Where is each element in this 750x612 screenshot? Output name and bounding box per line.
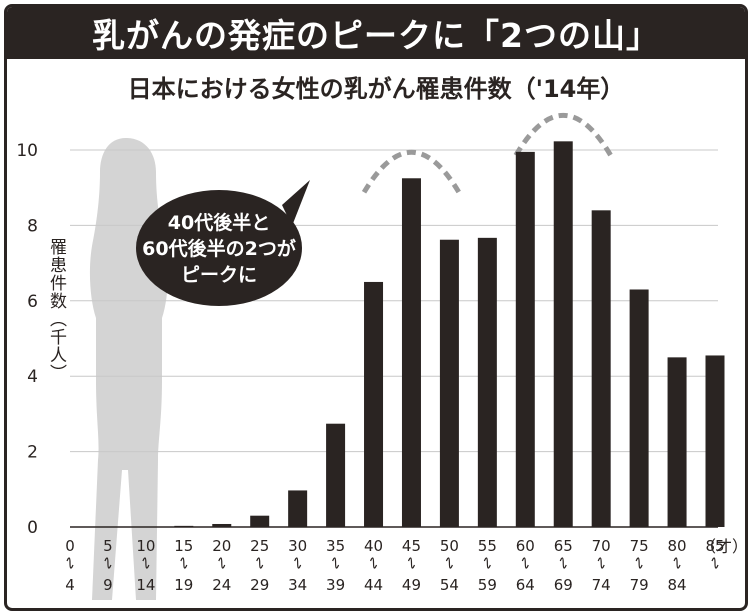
x-tick-label: 4 — [65, 576, 75, 594]
x-tick-label: 44 — [364, 576, 383, 594]
range-separator — [256, 557, 264, 569]
range-separator — [597, 557, 605, 569]
bar — [326, 423, 346, 527]
bar — [515, 151, 535, 527]
x-tick-label: 39 — [326, 576, 345, 594]
x-tick-label: 9 — [103, 576, 113, 594]
bar — [174, 525, 194, 527]
range-separator — [711, 557, 719, 569]
bar — [553, 141, 573, 528]
range-separator — [521, 557, 529, 569]
x-tick-label: 24 — [212, 576, 231, 594]
x-tick-label: 5 — [103, 537, 113, 555]
range-separator — [66, 557, 74, 569]
y-tick-label: 2 — [27, 443, 38, 463]
x-tick-label: 74 — [592, 576, 611, 594]
callout-bubble — [136, 180, 310, 306]
y-tick-label: 6 — [27, 292, 38, 312]
x-tick-label: 60 — [516, 537, 535, 555]
x-tick-label: 49 — [402, 576, 421, 594]
range-separator — [332, 557, 340, 569]
x-tick-label: 65 — [554, 537, 573, 555]
range-separator — [104, 557, 112, 569]
range-separator — [559, 557, 567, 569]
x-tick-label: 79 — [630, 576, 649, 594]
woman-silhouette-image — [89, 138, 169, 600]
x-tick-label: 35 — [326, 537, 345, 555]
x-tick-label: 15 — [174, 537, 193, 555]
x-tick-label: 55 — [478, 537, 497, 555]
bar — [667, 357, 687, 527]
x-tick-label: 85 — [705, 537, 724, 555]
range-separator — [180, 557, 188, 569]
x-tick-label: 69 — [554, 576, 573, 594]
headline: 乳がんの発症のピークに「2つの山」 — [92, 16, 660, 55]
headline-bar: 乳がんの発症のピークに「2つの山」 — [7, 7, 745, 59]
y-tick-label: 0 — [27, 518, 38, 538]
bar — [629, 289, 649, 527]
x-tick-label: 50 — [440, 537, 459, 555]
x-tick-label: 70 — [592, 537, 611, 555]
range-separator — [635, 557, 643, 569]
x-tick-label: 45 — [402, 537, 421, 555]
callout-line: 40代後半と — [167, 212, 271, 234]
x-tick-label: 30 — [288, 537, 307, 555]
x-tick-label: 0 — [65, 537, 75, 555]
callout-line: 60代後半の2つが — [142, 238, 296, 260]
range-separator — [407, 557, 416, 569]
peak-arc — [513, 113, 613, 157]
bubble-body — [136, 190, 302, 306]
y-tick-label: 4 — [27, 367, 38, 387]
range-separator — [142, 557, 150, 569]
range-separator — [483, 557, 491, 569]
bar — [364, 281, 384, 527]
peak-arc — [361, 150, 462, 194]
x-tick-label: 34 — [288, 576, 307, 594]
callout-line: ピークに — [180, 264, 257, 286]
chart-subtitle: 日本における女性の乳がん罹患件数（'14年） — [127, 75, 625, 103]
bubble-tail — [282, 180, 310, 226]
range-separator — [294, 557, 302, 569]
range-separator — [369, 557, 378, 569]
range-separator — [673, 557, 681, 569]
x-tick-label: 25 — [250, 537, 269, 555]
silhouette-shape — [89, 138, 169, 600]
x-tick-label: 14 — [136, 576, 155, 594]
x-tick-label: 29 — [250, 576, 269, 594]
bar — [591, 210, 611, 527]
x-tick-label: 20 — [212, 537, 231, 555]
x-tick-label: 75 — [630, 537, 649, 555]
y-tick-label: 8 — [27, 216, 38, 236]
y-axis-label: 罹患件数（千人） — [46, 238, 66, 382]
bar — [705, 355, 725, 527]
range-separator — [445, 557, 453, 569]
x-tick-label: 10 — [136, 537, 155, 555]
range-separator — [218, 557, 226, 569]
bar — [212, 523, 232, 527]
x-tick-label: 19 — [174, 576, 193, 594]
x-tick-label: 40 — [364, 537, 383, 555]
bar — [288, 490, 308, 527]
bar — [250, 515, 270, 527]
y-tick-label: 10 — [16, 141, 38, 161]
x-tick-label: 64 — [516, 576, 535, 594]
x-tick-label: 54 — [440, 576, 459, 594]
bar — [439, 239, 459, 527]
callout-text: 40代後半と 60代後半の2つが ピークに — [136, 210, 302, 288]
x-tick-label: 80 — [668, 537, 687, 555]
bar — [477, 237, 497, 527]
x-axis-unit: （才） — [700, 537, 749, 556]
x-tick-label: 84 — [668, 576, 687, 594]
x-tick-label: 59 — [478, 576, 497, 594]
bar — [401, 178, 421, 527]
